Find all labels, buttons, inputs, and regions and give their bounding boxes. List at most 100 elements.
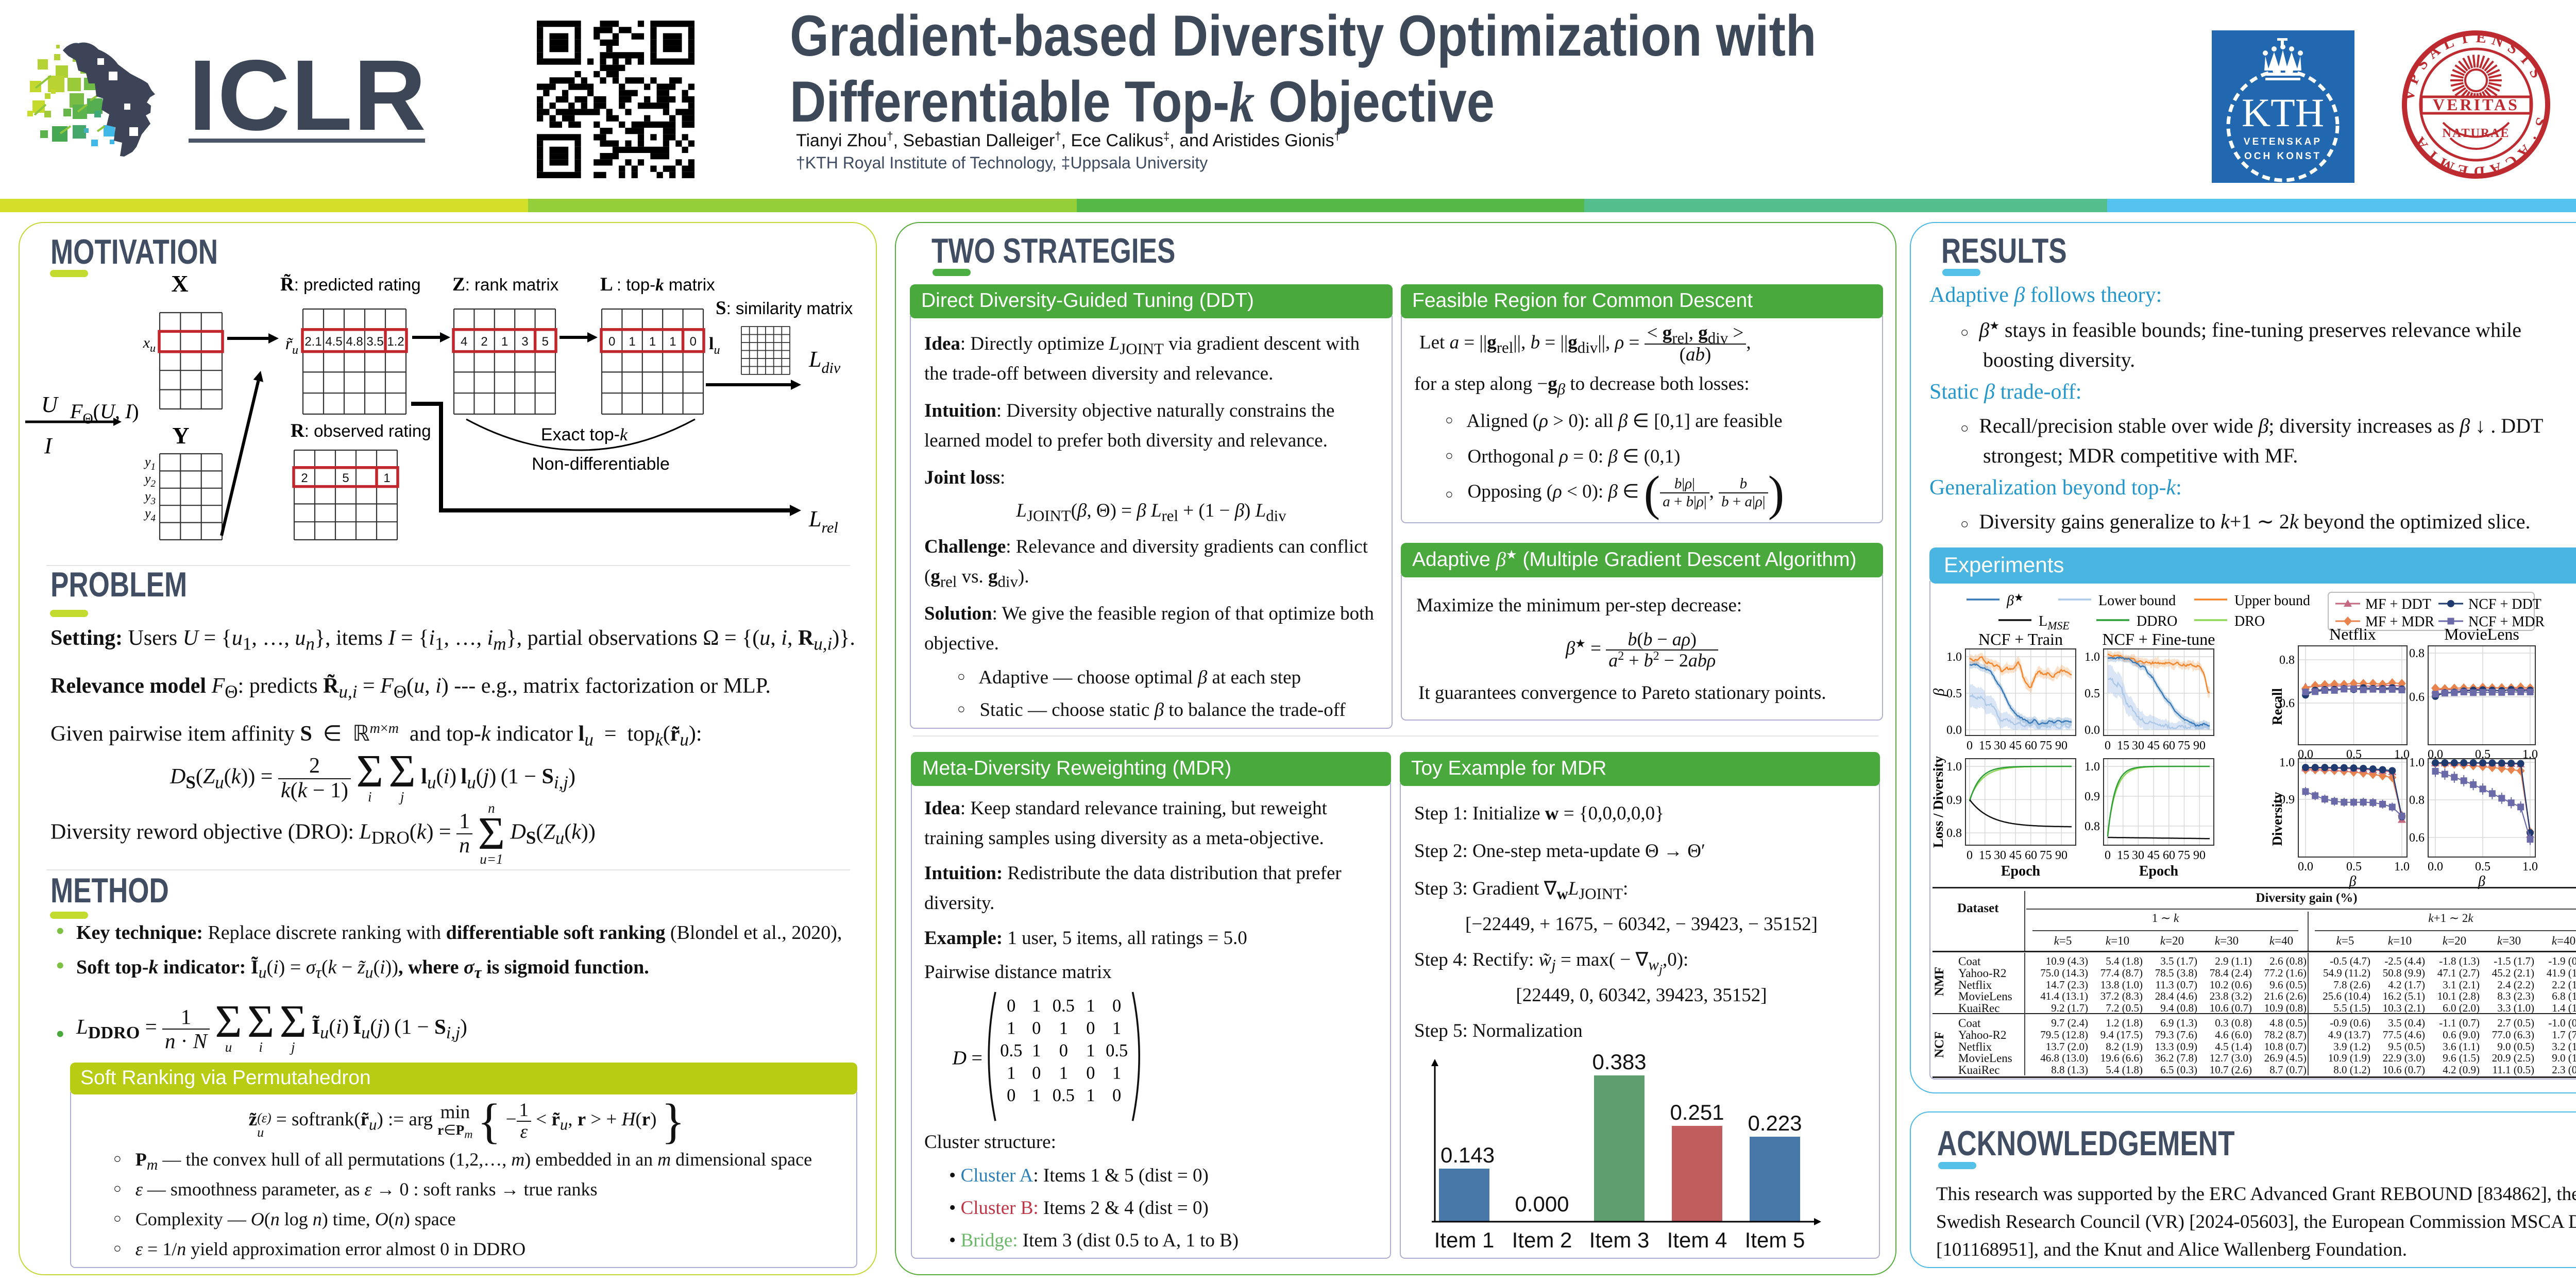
svg-text:0.6: 0.6 (2409, 831, 2425, 845)
svg-text:90: 90 (2055, 739, 2067, 752)
svg-text:KTH: KTH (2242, 90, 2324, 135)
svg-text:Item 5: Item 5 (1745, 1228, 1805, 1252)
svg-text:90: 90 (2193, 849, 2206, 862)
svg-text:1: 1 (1112, 1064, 1121, 1083)
svg-text:1: 1 (1032, 996, 1041, 1016)
svg-text:y2: y2 (143, 471, 156, 489)
svg-text:NCF + Train: NCF + Train (1978, 630, 2063, 648)
svg-text:0.8: 0.8 (2279, 654, 2295, 667)
svg-text:NCF + Fine-tune: NCF + Fine-tune (2103, 630, 2215, 648)
svg-text:0: 0 (1112, 1086, 1121, 1105)
svg-text:30: 30 (1994, 849, 2006, 862)
svg-text:0.9: 0.9 (2279, 793, 2295, 807)
svg-text:1: 1 (1059, 1019, 1068, 1038)
svg-text:0.8: 0.8 (2084, 820, 2100, 833)
svg-text:β: β (2349, 874, 2357, 889)
svg-text:0.0: 0.0 (2084, 724, 2100, 737)
svg-text:0.143: 0.143 (1440, 1143, 1495, 1167)
svg-text:Item 1: Item 1 (1434, 1228, 1495, 1252)
svg-text:NCF + MDR: NCF + MDR (2468, 614, 2545, 630)
svg-text:MovieLens: MovieLens (2444, 625, 2519, 643)
svg-text:β★: β★ (2006, 591, 2024, 609)
svg-text:X: X (171, 273, 188, 297)
svg-text:3.5: 3.5 (366, 335, 383, 349)
svg-text:1: 1 (1059, 1064, 1068, 1083)
svg-text:0: 0 (690, 335, 697, 349)
svg-text:Z: rank matrix: Z: rank matrix (452, 274, 559, 295)
svg-text:1: 1 (1007, 1064, 1015, 1083)
svg-text:0.6: 0.6 (2279, 697, 2295, 710)
svg-text:0.5: 0.5 (2346, 860, 2362, 874)
svg-text:1.2: 1.2 (387, 335, 404, 349)
svg-text:1.0: 1.0 (2409, 756, 2425, 769)
svg-text:0.5: 0.5 (1106, 1041, 1128, 1060)
svg-text:1: 1 (1086, 1086, 1095, 1105)
svg-text:75: 75 (2040, 739, 2052, 752)
svg-text:Epoch: Epoch (2001, 863, 2041, 879)
svg-text:Upper bound: Upper bound (2234, 593, 2310, 609)
svg-text:I: I (44, 433, 53, 458)
svg-text:1.0: 1.0 (2084, 650, 2100, 664)
svg-text:0: 0 (1007, 996, 1015, 1016)
svg-text:0.9: 0.9 (2084, 790, 2100, 803)
svg-text:0.383: 0.383 (1592, 1050, 1646, 1074)
svg-text:90: 90 (2055, 849, 2067, 862)
svg-text:0.5: 0.5 (1053, 996, 1075, 1016)
svg-text:r̃u: r̃u (285, 334, 298, 357)
svg-text:lu: lu (709, 334, 720, 357)
svg-text:OCH KONST: OCH KONST (2244, 151, 2321, 162)
svg-text:0.5: 0.5 (2475, 860, 2490, 874)
svg-text:0.6: 0.6 (2409, 691, 2425, 704)
svg-text:1.0: 1.0 (2084, 760, 2100, 774)
svg-text:U: U (41, 392, 59, 417)
svg-text:0.8: 0.8 (2409, 794, 2425, 807)
svg-text:0: 0 (1967, 739, 1973, 752)
svg-text:1: 1 (1086, 996, 1095, 1016)
svg-text:15: 15 (2117, 849, 2129, 862)
svg-text:1.0: 1.0 (2394, 860, 2410, 874)
svg-text:45: 45 (2147, 739, 2160, 752)
svg-text:1: 1 (649, 335, 656, 349)
svg-text:4: 4 (461, 335, 467, 349)
svg-text:Netflix: Netflix (2329, 625, 2376, 643)
svg-text:60: 60 (2163, 739, 2175, 752)
svg-text:0.5: 0.5 (1946, 687, 1962, 700)
svg-text:2.1: 2.1 (304, 335, 321, 349)
svg-text:0: 0 (1967, 849, 1973, 862)
svg-text:60: 60 (2025, 739, 2037, 752)
svg-text:45: 45 (2009, 739, 2022, 752)
svg-text:1.0: 1.0 (1946, 650, 1962, 664)
svg-text:75: 75 (2178, 739, 2190, 752)
svg-text:D =: D = (952, 1048, 983, 1069)
svg-text:1: 1 (1007, 1019, 1015, 1038)
svg-text:0.0: 0.0 (2298, 860, 2313, 874)
svg-text:30: 30 (1994, 739, 2006, 752)
svg-text:Loss / Diversity: Loss / Diversity (1930, 756, 1946, 848)
svg-text:y1: y1 (143, 454, 156, 472)
svg-text:E: E (2476, 29, 2487, 46)
svg-text:0.9: 0.9 (1946, 794, 1962, 807)
svg-text:VERITAS: VERITAS (2433, 95, 2519, 114)
svg-text:45: 45 (2147, 849, 2160, 862)
svg-text:0: 0 (1086, 1064, 1095, 1083)
svg-text:0.5: 0.5 (1053, 1086, 1075, 1105)
svg-text:1.0: 1.0 (2279, 756, 2295, 769)
svg-text:Epoch: Epoch (2139, 863, 2179, 879)
svg-text:Ldiv: Ldiv (808, 347, 841, 376)
svg-text:DDRO: DDRO (2137, 613, 2177, 629)
svg-text:Item 3: Item 3 (1589, 1228, 1650, 1252)
svg-text:0: 0 (2105, 849, 2111, 862)
svg-text:2: 2 (301, 471, 308, 485)
svg-text:0: 0 (1007, 1086, 1015, 1105)
svg-text:0.0: 0.0 (2428, 860, 2443, 874)
svg-text:DRO: DRO (2234, 613, 2265, 629)
svg-text:30: 30 (2132, 739, 2144, 752)
svg-text:75: 75 (2178, 849, 2190, 862)
svg-text:0: 0 (608, 335, 615, 349)
svg-text:0.5: 0.5 (1000, 1041, 1022, 1060)
svg-text:L : top-k matrix: L : top-k matrix (600, 274, 715, 295)
svg-text:60: 60 (2025, 849, 2037, 862)
svg-text:1: 1 (383, 471, 390, 485)
svg-text:1: 1 (1032, 1041, 1041, 1060)
svg-text:0: 0 (1059, 1041, 1068, 1060)
